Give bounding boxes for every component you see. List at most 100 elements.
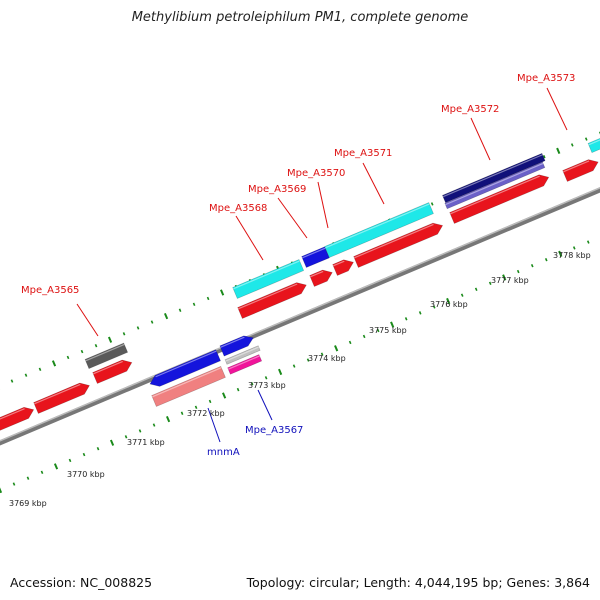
upper-tick (542, 155, 546, 159)
upper-tick (150, 320, 154, 324)
upper-tick (38, 367, 42, 371)
lower-tick (250, 382, 254, 386)
gene-gray-3565[interactable] (84, 342, 129, 370)
lower-tick (26, 476, 30, 480)
gene-label-mpe-a3568[interactable]: Mpe_A3568 (209, 203, 267, 214)
lower-tick (362, 334, 366, 339)
upper-tick (192, 302, 196, 307)
cds-red-2[interactable] (33, 382, 90, 414)
upper-tick (80, 349, 84, 354)
gene-label-mpe-a3567[interactable]: Mpe_A3567 (245, 425, 303, 436)
lower-tick (502, 274, 507, 281)
lower-tick (222, 392, 227, 399)
gene-cyan-3573[interactable] (587, 138, 600, 154)
lower-tick (516, 269, 520, 274)
upper-tick (570, 143, 574, 147)
lower-tick (109, 439, 115, 446)
cds-red-7[interactable] (353, 222, 444, 268)
upper-tick (556, 147, 561, 154)
leader-line (546, 87, 568, 131)
lower-tick (544, 258, 548, 262)
gene-cyan-2[interactable] (324, 202, 434, 258)
scale-label-3774: 3774 kbp (308, 354, 346, 363)
gene-blue-2[interactable] (219, 335, 254, 357)
lower-tick (418, 311, 422, 315)
scale-label-3773: 3773 kbp (248, 381, 286, 390)
leader-line (235, 215, 264, 261)
accession-text: Accession: NC_008825 (10, 575, 153, 590)
cds-red-4[interactable] (237, 282, 307, 319)
gene-label-mpe-a3572[interactable]: Mpe_A3572 (441, 104, 499, 115)
lower-tick (488, 281, 492, 286)
lower-tick (390, 321, 395, 328)
cds-red-9[interactable] (562, 159, 599, 182)
gene-blue-1[interactable] (149, 349, 221, 387)
cds-red-3[interactable] (92, 359, 133, 384)
lower-tick (376, 328, 380, 333)
lower-tick (236, 387, 240, 392)
lower-tick (572, 246, 576, 250)
upper-tick (94, 343, 98, 348)
gene-label-mpe-a3569[interactable]: Mpe_A3569 (248, 184, 306, 195)
lower-tick (460, 293, 464, 297)
gene-features (0, 138, 600, 431)
lower-tick (586, 240, 590, 244)
leader-line (207, 407, 221, 443)
upper-tick (220, 289, 225, 296)
upper-tick (163, 312, 169, 320)
gene-navy-3572[interactable] (442, 152, 546, 204)
leader-line (257, 389, 273, 421)
leader-line (362, 162, 385, 205)
scale-label-3776: 3776 kbp (430, 300, 468, 309)
lower-tick (432, 305, 436, 309)
gene-blue-3570[interactable] (301, 246, 330, 268)
scale-label-3771: 3771 kbp (127, 438, 165, 447)
tick-marks-upper (0, 131, 600, 390)
scale-label-3770: 3770 kbp (67, 470, 105, 479)
scale-label-3772: 3772 kbp (187, 409, 225, 418)
lower-tick (404, 317, 408, 321)
gene-label-mpe-a3570[interactable]: Mpe_A3570 (287, 168, 345, 179)
leader-line (76, 303, 99, 337)
lower-tick (558, 250, 563, 257)
upper-tick (10, 379, 14, 383)
lower-tick (334, 345, 339, 352)
gene-label-mpe-a3565[interactable]: Mpe_A3565 (21, 285, 79, 296)
lower-tick (124, 435, 128, 439)
lower-tick (138, 429, 142, 433)
upper-tick (206, 296, 210, 301)
upper-tick (178, 308, 182, 312)
gene-lightgray-3567[interactable] (224, 345, 261, 365)
gene-label-mnma[interactable]: mnmA (207, 447, 240, 458)
topology-text: Topology: circular; Length: 4,044,195 bp… (246, 575, 590, 590)
upper-tick (122, 332, 126, 336)
gene-magenta-3567[interactable] (227, 354, 263, 375)
gene-label-mpe-a3571[interactable]: Mpe_A3571 (334, 148, 392, 159)
upper-tick (51, 360, 57, 367)
gene-cyan-1[interactable] (232, 259, 305, 299)
gene-salmon-mnma[interactable] (151, 365, 226, 407)
lower-tick (165, 415, 171, 423)
cds-red-6[interactable] (332, 259, 354, 276)
gene-label-mpe-a3573[interactable]: Mpe_A3573 (517, 73, 575, 84)
cds-red-5[interactable] (309, 269, 333, 287)
upper-tick (430, 202, 434, 206)
lower-tick (320, 352, 324, 356)
label-leader-lines (76, 87, 568, 443)
lower-tick (0, 487, 3, 494)
leader-line (277, 197, 308, 239)
lower-tick (264, 376, 268, 380)
lower-tick (292, 364, 296, 368)
lower-tick (40, 470, 44, 474)
cds-red-8[interactable] (449, 174, 550, 224)
upper-tick (66, 355, 70, 360)
lower-tick (348, 340, 352, 345)
gene-slate-3572[interactable] (444, 161, 546, 210)
lower-tick (53, 463, 59, 470)
lower-tick (474, 287, 478, 291)
lower-tick (68, 458, 72, 463)
cds-red-1[interactable] (0, 406, 35, 431)
scale-label-3777: 3777 kbp (491, 276, 529, 285)
lower-tick (208, 399, 212, 404)
